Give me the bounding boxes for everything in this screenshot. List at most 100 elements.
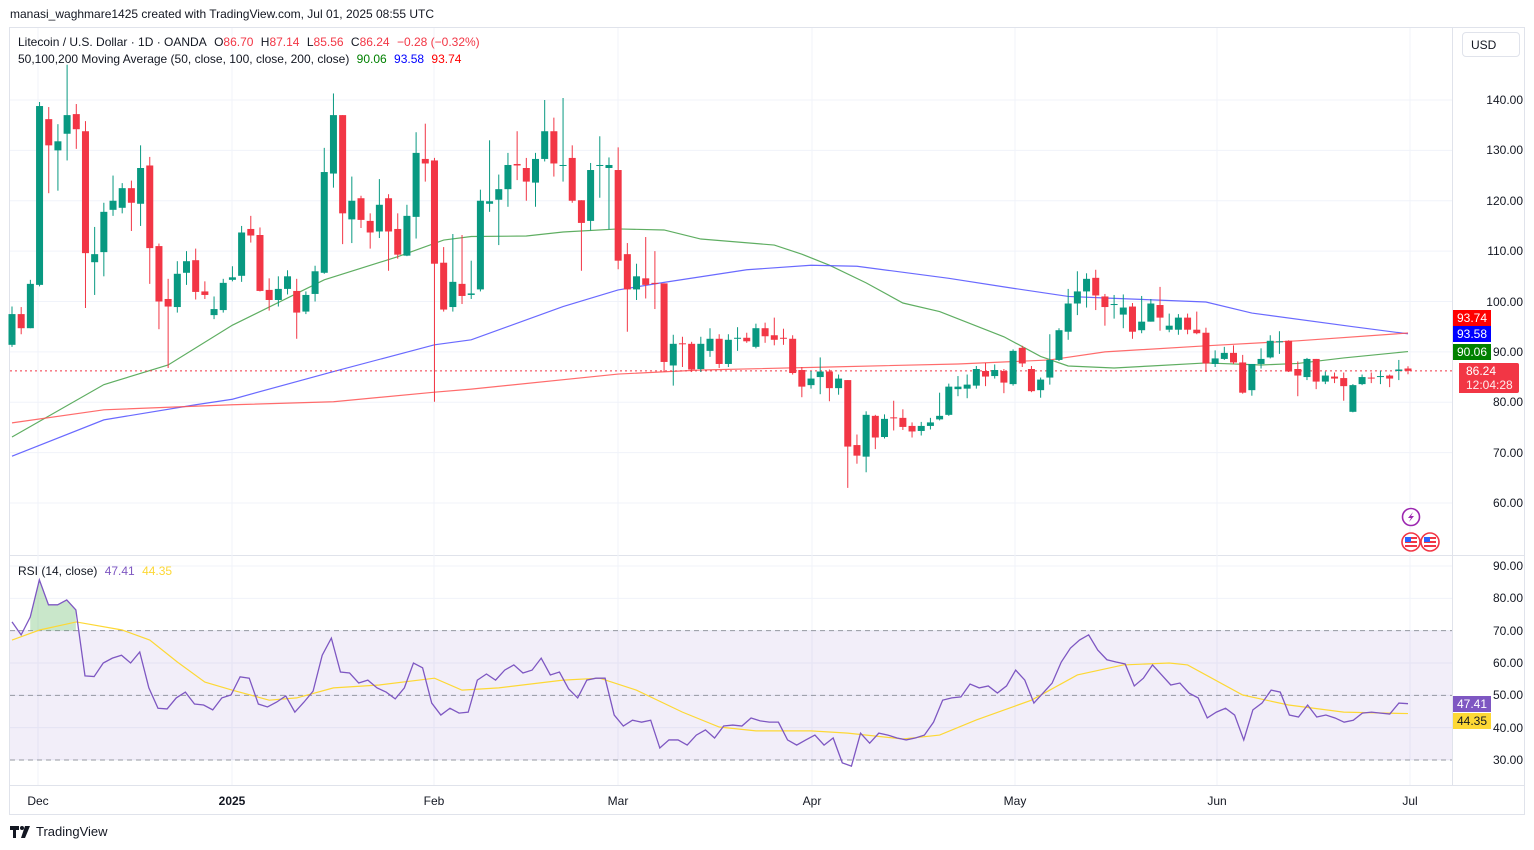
candle[interactable] — [513, 131, 521, 181]
candle[interactable] — [403, 204, 411, 257]
candle[interactable] — [1193, 311, 1201, 335]
candle[interactable] — [541, 100, 549, 162]
candle[interactable] — [1083, 273, 1091, 308]
candle[interactable] — [1018, 345, 1026, 367]
candle[interactable] — [779, 328, 787, 345]
candle[interactable] — [559, 97, 567, 182]
candle[interactable] — [1294, 361, 1302, 397]
candle[interactable] — [274, 276, 282, 307]
candle[interactable] — [366, 213, 374, 249]
candle[interactable] — [311, 265, 319, 302]
tradingview-logo[interactable]: TradingView — [10, 824, 108, 839]
candle[interactable] — [504, 152, 512, 207]
candle[interactable] — [954, 376, 962, 397]
candle[interactable] — [605, 157, 613, 230]
candle[interactable] — [256, 227, 264, 292]
candle[interactable] — [752, 323, 760, 349]
candle[interactable] — [926, 417, 934, 430]
candle[interactable] — [844, 380, 852, 488]
us-flag-event-icon[interactable] — [1420, 532, 1440, 552]
candle[interactable] — [284, 270, 292, 295]
candle[interactable] — [1037, 377, 1045, 398]
candle[interactable] — [8, 306, 16, 347]
candle[interactable] — [532, 152, 539, 207]
candle[interactable] — [881, 414, 888, 439]
candle[interactable] — [495, 174, 503, 246]
candle[interactable] — [577, 200, 585, 271]
candle[interactable] — [743, 332, 751, 343]
candle[interactable] — [688, 341, 696, 373]
candle[interactable] — [807, 371, 815, 389]
candle[interactable] — [155, 243, 163, 330]
candle[interactable] — [201, 281, 209, 299]
candle[interactable] — [1156, 286, 1164, 331]
candle[interactable] — [724, 334, 732, 367]
candle[interactable] — [1000, 369, 1008, 394]
candle[interactable] — [770, 317, 778, 346]
candle[interactable] — [247, 215, 255, 243]
candle[interactable] — [1321, 371, 1329, 385]
currency-button[interactable]: USD — [1462, 32, 1520, 57]
candle[interactable] — [1073, 271, 1081, 316]
candle[interactable] — [100, 202, 108, 277]
candle[interactable] — [421, 123, 429, 182]
candle[interactable] — [798, 366, 806, 398]
candle[interactable] — [1349, 384, 1357, 413]
candle[interactable] — [642, 237, 650, 299]
candle[interactable] — [54, 124, 62, 191]
candle[interactable] — [1367, 372, 1375, 384]
candle[interactable] — [210, 296, 218, 320]
candle[interactable] — [1230, 345, 1237, 364]
candle[interactable] — [1027, 365, 1035, 393]
candle[interactable] — [1395, 359, 1403, 381]
candle[interactable] — [45, 107, 53, 194]
candle[interactable] — [91, 226, 99, 295]
candle[interactable] — [568, 145, 576, 203]
candle[interactable] — [1119, 294, 1127, 329]
symbol-title[interactable]: Litecoin / U.S. Dollar · 1D · OANDA — [18, 35, 207, 49]
candle[interactable] — [357, 195, 365, 228]
candle[interactable] — [963, 374, 971, 399]
candle[interactable] — [1009, 349, 1017, 386]
candle[interactable] — [1220, 346, 1228, 360]
candle[interactable] — [890, 400, 898, 431]
candle[interactable] — [320, 147, 328, 274]
ma-legend-title[interactable]: 50,100,200 Moving Average (50, close, 10… — [18, 52, 350, 66]
candle[interactable] — [697, 336, 705, 373]
candle[interactable] — [835, 374, 843, 395]
candle[interactable] — [375, 179, 383, 239]
candle[interactable] — [449, 233, 457, 312]
candle[interactable] — [1165, 313, 1173, 333]
candle[interactable] — [789, 335, 797, 375]
candle[interactable] — [1340, 372, 1348, 401]
candle[interactable] — [669, 334, 677, 386]
candle[interactable] — [1358, 374, 1366, 386]
candle[interactable] — [1110, 294, 1118, 319]
candle[interactable] — [587, 162, 595, 231]
candle[interactable] — [265, 278, 273, 311]
candle[interactable] — [1331, 372, 1339, 384]
candle[interactable] — [109, 175, 117, 216]
candle[interactable] — [348, 176, 356, 244]
candle[interactable] — [991, 364, 999, 379]
candle[interactable] — [706, 328, 714, 357]
candle[interactable] — [816, 357, 824, 395]
candle[interactable] — [660, 283, 668, 373]
candle[interactable] — [936, 392, 944, 421]
candle[interactable] — [596, 136, 604, 198]
candle[interactable] — [1147, 298, 1155, 322]
candle[interactable] — [302, 291, 310, 315]
candle[interactable] — [81, 121, 89, 309]
candle[interactable] — [26, 279, 34, 329]
candle[interactable] — [1211, 350, 1219, 367]
candle[interactable] — [385, 194, 393, 271]
candle[interactable] — [1248, 363, 1256, 396]
candle[interactable] — [1046, 334, 1054, 385]
candle[interactable] — [1202, 327, 1210, 373]
candle[interactable] — [1092, 269, 1100, 311]
candle[interactable] — [1303, 357, 1311, 381]
candle[interactable] — [871, 414, 879, 450]
candle[interactable] — [825, 369, 833, 402]
candle[interactable] — [1128, 303, 1136, 339]
